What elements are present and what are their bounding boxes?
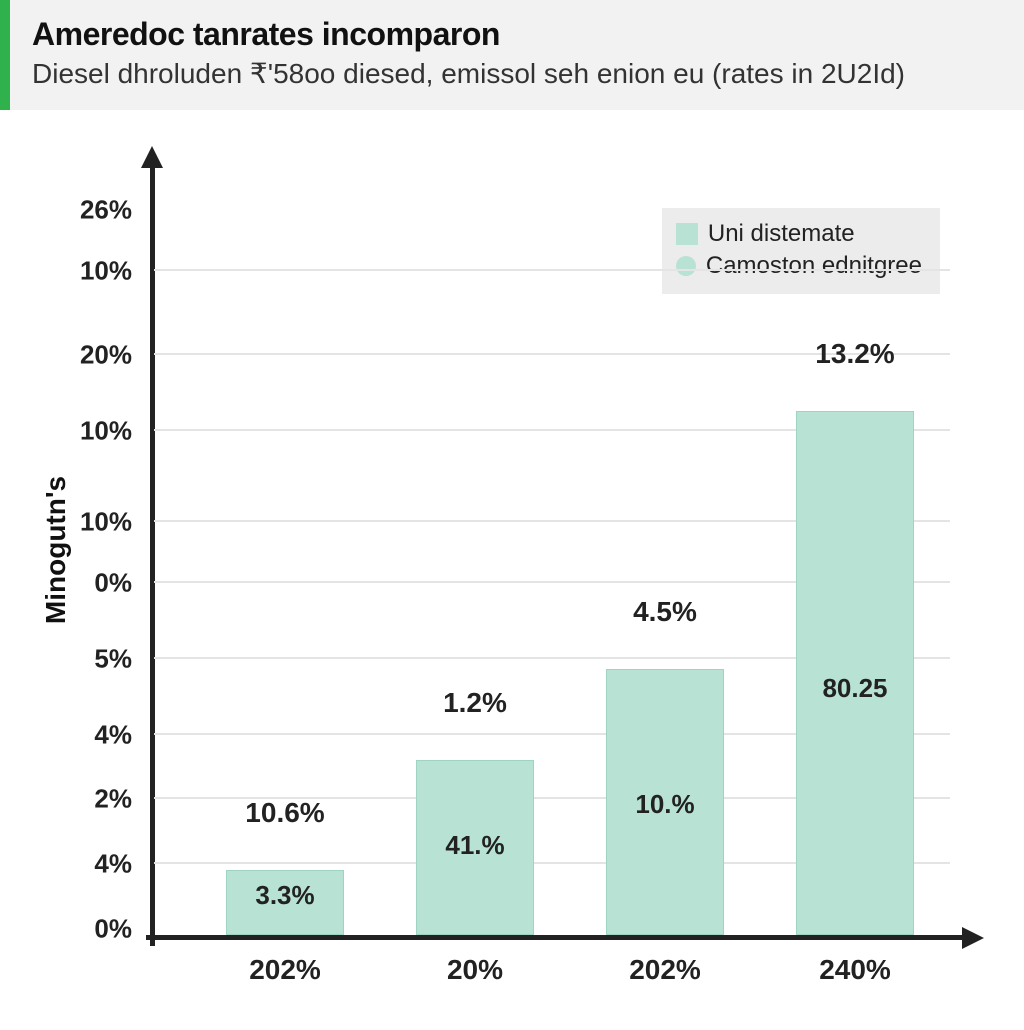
bar-value-secondary: 3.3% — [185, 880, 385, 911]
x-tick-label: 202% — [185, 954, 385, 986]
y-tick-label: 0% — [42, 567, 132, 598]
y-axis-label: Minogutn's — [40, 476, 72, 624]
page-title: Ameredoc tanrates incomparon — [32, 16, 1002, 53]
y-tick-label: 0% — [42, 913, 132, 944]
x-tick-label: 20% — [375, 954, 575, 986]
y-axis-arrow-icon — [141, 146, 163, 168]
y-tick-label: 5% — [42, 643, 132, 674]
y-tick-label: 10% — [42, 507, 132, 538]
x-axis-line — [146, 935, 970, 940]
x-axis-arrow-icon — [962, 927, 984, 949]
bar-value-top: 1.2% — [375, 687, 575, 719]
y-tick-label: 26% — [42, 195, 132, 226]
y-tick-label: 4% — [42, 849, 132, 880]
header-banner: Ameredoc tanrates incomparon Diesel dhro… — [0, 0, 1024, 110]
y-axis-line — [150, 160, 155, 946]
x-tick-label: 240% — [755, 954, 955, 986]
bar-value-top: 10.6% — [185, 797, 385, 829]
legend: Uni distemate Camoston ednitgree — [662, 208, 940, 294]
page-subtitle: Diesel dhroluden ₹'58oo diesed, emissol … — [32, 57, 1002, 90]
bar-value-top: 13.2% — [755, 338, 955, 370]
chart-container: Minogutn's Uni distemate Camoston ednitg… — [0, 110, 1024, 1030]
x-tick-label: 202% — [565, 954, 765, 986]
y-tick-label: 20% — [42, 339, 132, 370]
gridline — [154, 269, 950, 271]
bar-value-secondary: 80.25 — [755, 673, 955, 704]
legend-swatch-square-icon — [676, 223, 698, 245]
bar-value-secondary: 41.% — [375, 830, 575, 861]
y-tick-label: 10% — [42, 256, 132, 287]
bar-value-secondary: 10.% — [565, 789, 765, 820]
bar-value-top: 4.5% — [565, 596, 765, 628]
y-tick-label: 2% — [42, 784, 132, 815]
y-tick-label: 10% — [42, 415, 132, 446]
legend-label: Camoston ednitgree — [706, 252, 922, 280]
plot-area: Uni distemate Camoston ednitgree 26%10%2… — [150, 180, 950, 940]
legend-item: Camoston ednitgree — [676, 250, 922, 282]
legend-item: Uni distemate — [676, 218, 922, 250]
y-tick-label: 4% — [42, 719, 132, 750]
legend-swatch-circle-icon — [676, 256, 696, 276]
legend-label: Uni distemate — [708, 220, 855, 248]
